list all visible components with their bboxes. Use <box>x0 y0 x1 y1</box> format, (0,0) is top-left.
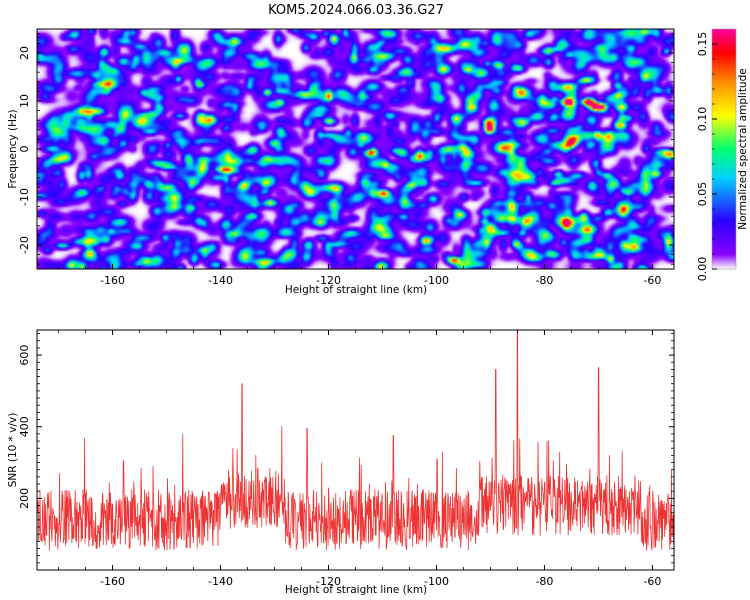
heatmap-y-tick-label: 10 <box>18 94 31 108</box>
snr-y-tick-label: 400 <box>18 416 31 437</box>
heatmap-y-tick-label: -10 <box>18 188 31 206</box>
chart-title: KOM5.2024.066.03.36.G27 <box>268 3 444 18</box>
snr-x-tick-label: -60 <box>643 575 661 588</box>
heatmap-x-tick-label: -80 <box>535 274 553 287</box>
snr-y-tick-label: 200 <box>18 488 31 509</box>
heatmap-y-tick-label: -20 <box>18 236 31 254</box>
snr-x-tick-label: -120 <box>316 575 341 588</box>
snr-series-line <box>36 329 675 551</box>
heatmap-y-tick-label: 0 <box>18 146 31 153</box>
snr-y-tick-label: 600 <box>18 345 31 366</box>
snr-x-tick-label: -80 <box>535 575 553 588</box>
heatmap-x-axis-label: Height of straight line (km) <box>285 284 427 296</box>
colorbar-ticks: 0.00 0.05 0.10 0.15 <box>696 32 717 282</box>
heatmap-y-tick-label: 20 <box>18 46 31 60</box>
colorbar-tick-label: 0.15 <box>696 32 709 57</box>
snr-y-axis-label: SNR (10 * v/v) <box>7 413 19 488</box>
snr-x-axis-label: Height of straight line (km) <box>285 584 427 596</box>
colorbar-tick-label: 0.05 <box>696 182 709 207</box>
heatmap-x-tick-label: -60 <box>643 274 661 287</box>
heatmap-x-tick-label: -120 <box>316 274 341 287</box>
colorbar-tick-label: 0.00 <box>696 257 709 282</box>
snr-panel: -160 -140 -120 -100 -80 -60 200 400 600 Height o… <box>7 329 675 596</box>
snr-x-tick-label: -140 <box>208 575 233 588</box>
spectrogram-heatmap <box>37 29 674 269</box>
colorbar-label: Normalized spectral amplitude <box>737 68 749 229</box>
colorbar-tick-label: 0.10 <box>696 107 709 132</box>
heatmap-x-tick-label: -160 <box>100 274 125 287</box>
heatmap-x-tick-label: -140 <box>208 274 233 287</box>
colorbar: 0.00 0.05 0.10 0.15 Normalized spectral amp… <box>696 28 749 282</box>
snr-x-tick-label: -100 <box>424 575 449 588</box>
snr-ticks: -160 -140 -120 -100 -80 -60 200 400 600 <box>18 330 674 588</box>
snr-x-tick-label: -160 <box>100 575 125 588</box>
heatmap-x-tick-label: -100 <box>424 274 449 287</box>
colorbar-gradient <box>712 29 736 269</box>
heatmap-y-axis-label: Frequency (Hz) <box>7 109 19 188</box>
